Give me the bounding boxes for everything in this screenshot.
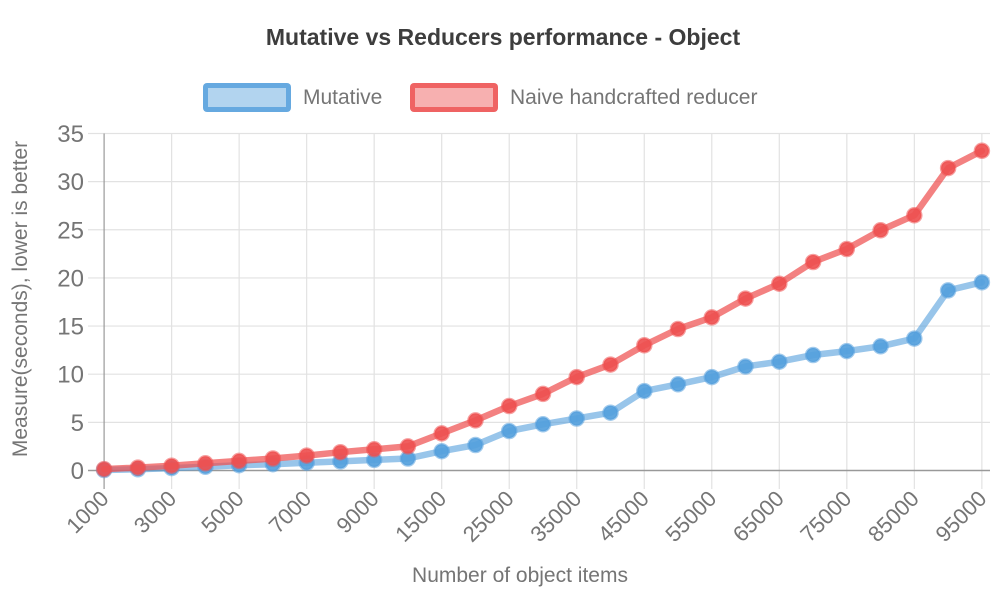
data-point-reducer <box>230 452 248 470</box>
data-point-reducer <box>332 443 349 461</box>
x-tick-label: 95000 <box>930 486 991 547</box>
y-tick-label: 5 <box>71 410 84 437</box>
data-point-reducer <box>602 356 619 373</box>
data-point-reducer <box>872 222 889 239</box>
legend-item-mutative: Mutative <box>203 83 382 112</box>
legend-label-reducer: Naive handcrafted reducer <box>510 86 758 109</box>
data-point-reducer <box>399 438 417 455</box>
data-point-reducer <box>636 337 653 354</box>
x-tick-label: 25000 <box>458 486 519 547</box>
data-point-mutative <box>602 404 619 421</box>
data-point-reducer <box>298 447 315 464</box>
data-point-reducer <box>500 397 518 415</box>
data-point-reducer <box>197 455 214 472</box>
data-point-reducer <box>365 441 383 458</box>
data-point-reducer <box>906 207 923 224</box>
y-tick-label: 15 <box>57 314 84 341</box>
data-point-mutative <box>771 353 788 370</box>
x-tick-label: 9000 <box>331 486 383 538</box>
data-point-reducer <box>163 457 180 474</box>
data-point-mutative <box>669 376 687 393</box>
data-point-reducer <box>669 320 687 338</box>
data-point-reducer <box>534 385 552 403</box>
data-point-mutative <box>703 368 721 386</box>
x-tick-label: 15000 <box>390 486 451 547</box>
data-point-reducer <box>433 425 450 442</box>
data-point-reducer <box>939 159 957 177</box>
data-point-mutative <box>737 358 754 375</box>
data-point-reducer <box>703 309 721 326</box>
data-point-mutative <box>534 416 552 433</box>
data-point-mutative <box>636 382 653 400</box>
y-tick-label: 30 <box>57 169 84 196</box>
x-tick-label: 85000 <box>863 486 924 547</box>
chart-title: Mutative vs Reducers performance - Objec… <box>265 24 741 50</box>
x-tick-label: 3000 <box>129 486 181 538</box>
y-tick-label: 25 <box>57 217 84 244</box>
data-point-mutative <box>568 410 585 427</box>
x-tick-label: 65000 <box>728 486 789 547</box>
legend-label-mutative: Mutative <box>303 86 383 109</box>
data-point-reducer <box>737 290 754 307</box>
legend-item-reducer: Naive handcrafted reducer <box>410 83 757 112</box>
x-tick-label: 35000 <box>525 486 586 547</box>
x-tick-label: 55000 <box>660 486 721 547</box>
data-point-reducer <box>129 459 147 476</box>
x-tick-label: 7000 <box>264 486 316 538</box>
data-point-reducer <box>95 460 113 478</box>
data-point-reducer <box>568 368 585 386</box>
legend-swatch-reducer <box>410 83 498 112</box>
data-point-mutative <box>433 442 450 460</box>
y-tick-label: 20 <box>57 265 84 292</box>
x-tick-label: 1000 <box>61 486 113 538</box>
data-point-mutative <box>467 436 484 454</box>
data-point-mutative <box>872 338 889 355</box>
data-point-mutative <box>804 346 822 364</box>
data-point-reducer <box>973 142 991 160</box>
y-tick-label: 10 <box>57 362 84 389</box>
data-point-mutative <box>906 330 923 347</box>
series-mutative-line <box>100 279 986 474</box>
data-point-reducer <box>467 412 484 429</box>
data-point-mutative <box>973 274 991 291</box>
y-tick-label: 35 <box>57 121 84 148</box>
y-tick-label: 0 <box>71 458 84 485</box>
x-tick-label: 45000 <box>593 486 654 547</box>
data-point-reducer <box>771 275 788 292</box>
x-axis-title: Number of object items <box>412 564 628 587</box>
data-point-mutative <box>939 282 957 299</box>
data-point-reducer <box>838 240 856 258</box>
legend-swatch-mutative <box>203 83 291 112</box>
data-point-reducer <box>804 253 822 271</box>
x-tick-label: 5000 <box>196 486 248 538</box>
data-point-mutative <box>500 422 518 440</box>
data-point-mutative <box>838 342 856 360</box>
data-point-reducer <box>264 450 282 467</box>
x-tick-label: 75000 <box>795 486 856 547</box>
